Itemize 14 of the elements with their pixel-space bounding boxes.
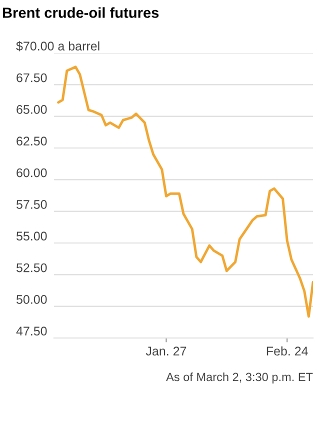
text: As of March 2, 3:30 p.m. ET [166, 372, 313, 384]
y-tick-label: 65.00 [16, 105, 47, 114]
y-tick-label: 50.00 [16, 295, 47, 304]
y-tick-label: 55.00 [16, 232, 47, 241]
y-tick-label: 67.50 [16, 73, 47, 82]
y-tick-label: 57.50 [16, 200, 47, 209]
y-tick-label: 52.50 [16, 263, 47, 272]
y-tick-label: 60.00 [16, 168, 47, 178]
y-tick-label: 47.50 [16, 326, 47, 336]
x-tick-label: Feb. 24 [266, 346, 308, 356]
y-tick-label: $70.00 a barrel [16, 41, 100, 52]
x-tick-label: Jan. 27 [146, 346, 186, 356]
chart-title: Brent crude-oil futures [2, 7, 159, 18]
y-tick-label: 62.50 [16, 136, 47, 146]
